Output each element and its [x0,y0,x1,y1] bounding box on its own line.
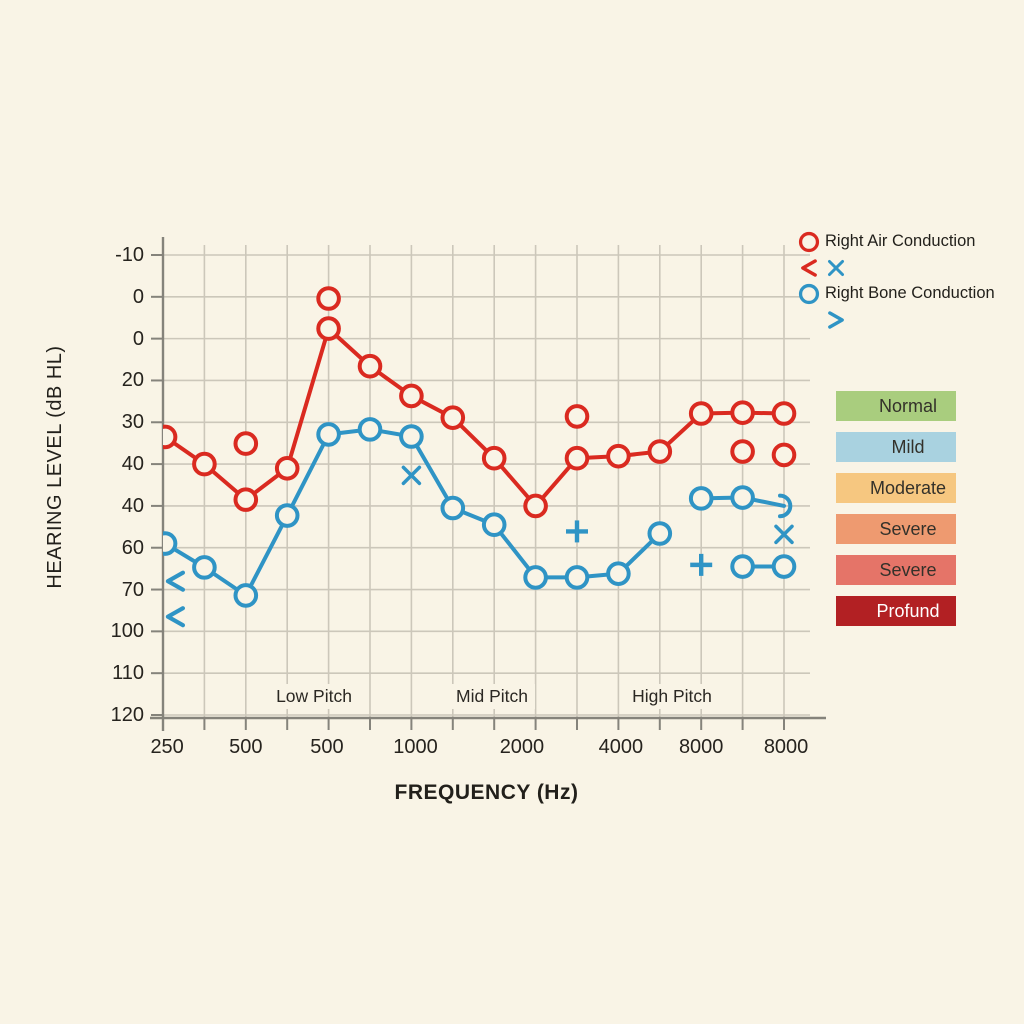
y-tick-label: 30 [121,411,144,434]
x-tick-label: 500 [310,736,344,758]
legend: Right Air Conduction Right Bone Conductio… [795,228,995,332]
y-tick-label: 40 [121,453,144,476]
legend-symbol-icon [822,255,849,279]
series-right-air-conduction [163,286,797,519]
legend-spacer [795,307,822,331]
legend-item: Right Bone Conduction [795,280,995,306]
y-tick-label: 40 [121,494,144,517]
severity-band-moderate: Moderate [836,473,956,503]
axes [150,237,826,731]
y-tick-label: 0 [132,285,144,308]
severity-band-severe: Severe [836,514,956,544]
x-axis-title: FREQUENCY (Hz) [394,781,579,804]
legend-circle-icon [795,281,822,305]
x-tick-label: 250 [150,736,184,758]
x-tick-label: 4000 [598,736,644,758]
legend-label: Right Bone Conduction [825,283,995,302]
severity-band-profund: Profund [836,596,956,626]
severity-scale: Normal Mild Moderate Severe Severe Profund [836,391,956,637]
legend-label: Right Air Conduction [825,231,976,250]
series-right-bone-conduction [163,417,797,628]
legend-item [795,306,995,332]
y-tick-label: 60 [121,536,144,559]
y-tick-label: -10 [115,244,144,266]
y-tick-label: 70 [121,578,144,601]
legend-item [795,254,995,280]
pitch-label: Low Pitch [269,684,359,709]
x-tick-label: 8000 [678,736,724,758]
x-tick-label: 8000 [763,736,809,758]
severity-band-normal: Normal [836,391,956,421]
y-tick-label: 110 [112,662,144,685]
x-tick-label: 1000 [393,736,438,758]
severity-band-severe: Severe [836,555,956,585]
legend-item: Right Air Conduction [795,228,995,254]
legend-symbol-icon [822,307,849,331]
audiogram-plot [150,237,826,731]
y-tick-label: 120 [110,703,144,726]
x-tick-label: 500 [229,736,263,758]
y-tick-label: 0 [132,327,144,350]
y-tick-label: 100 [110,620,144,643]
grid-lines [163,245,810,718]
severity-band-mild: Mild [836,432,956,462]
pitch-label: Mid Pitch [449,684,535,709]
x-tick-label: 2000 [499,736,545,758]
legend-symbol-icon [795,255,822,279]
y-tick-label: 20 [121,369,144,392]
pitch-label: High Pitch [625,684,719,709]
legend-circle-icon [795,229,822,253]
